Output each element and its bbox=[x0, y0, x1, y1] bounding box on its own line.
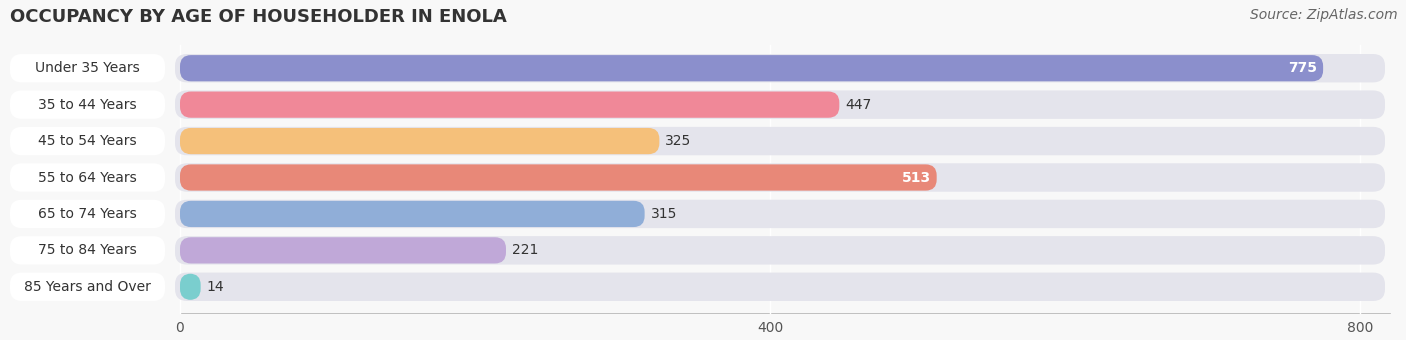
Text: 45 to 54 Years: 45 to 54 Years bbox=[38, 134, 136, 148]
Text: 85 Years and Over: 85 Years and Over bbox=[24, 280, 150, 294]
FancyBboxPatch shape bbox=[10, 54, 165, 82]
Text: 221: 221 bbox=[512, 243, 538, 257]
FancyBboxPatch shape bbox=[10, 127, 165, 155]
Text: 800: 800 bbox=[1347, 321, 1374, 335]
Text: Under 35 Years: Under 35 Years bbox=[35, 61, 139, 75]
Text: Source: ZipAtlas.com: Source: ZipAtlas.com bbox=[1250, 8, 1398, 22]
FancyBboxPatch shape bbox=[10, 163, 165, 192]
FancyBboxPatch shape bbox=[174, 200, 1385, 228]
FancyBboxPatch shape bbox=[174, 163, 1385, 192]
Text: 513: 513 bbox=[901, 170, 931, 185]
Text: 75 to 84 Years: 75 to 84 Years bbox=[38, 243, 136, 257]
Text: 55 to 64 Years: 55 to 64 Years bbox=[38, 170, 136, 185]
Text: 400: 400 bbox=[756, 321, 783, 335]
FancyBboxPatch shape bbox=[180, 128, 659, 154]
Text: 447: 447 bbox=[845, 98, 872, 112]
FancyBboxPatch shape bbox=[10, 90, 165, 119]
Text: 35 to 44 Years: 35 to 44 Years bbox=[38, 98, 136, 112]
FancyBboxPatch shape bbox=[10, 273, 165, 301]
FancyBboxPatch shape bbox=[10, 200, 165, 228]
FancyBboxPatch shape bbox=[174, 273, 1385, 301]
Text: 775: 775 bbox=[1288, 61, 1317, 75]
FancyBboxPatch shape bbox=[174, 236, 1385, 265]
FancyBboxPatch shape bbox=[180, 237, 506, 264]
Text: 325: 325 bbox=[665, 134, 692, 148]
Text: 14: 14 bbox=[207, 280, 225, 294]
FancyBboxPatch shape bbox=[180, 55, 1323, 81]
Text: 65 to 74 Years: 65 to 74 Years bbox=[38, 207, 136, 221]
Text: OCCUPANCY BY AGE OF HOUSEHOLDER IN ENOLA: OCCUPANCY BY AGE OF HOUSEHOLDER IN ENOLA bbox=[10, 8, 506, 26]
FancyBboxPatch shape bbox=[180, 201, 644, 227]
FancyBboxPatch shape bbox=[174, 54, 1385, 82]
Text: 315: 315 bbox=[651, 207, 678, 221]
FancyBboxPatch shape bbox=[174, 90, 1385, 119]
FancyBboxPatch shape bbox=[174, 127, 1385, 155]
FancyBboxPatch shape bbox=[180, 164, 936, 191]
FancyBboxPatch shape bbox=[180, 91, 839, 118]
Text: 0: 0 bbox=[176, 321, 184, 335]
FancyBboxPatch shape bbox=[180, 274, 201, 300]
FancyBboxPatch shape bbox=[10, 236, 165, 265]
